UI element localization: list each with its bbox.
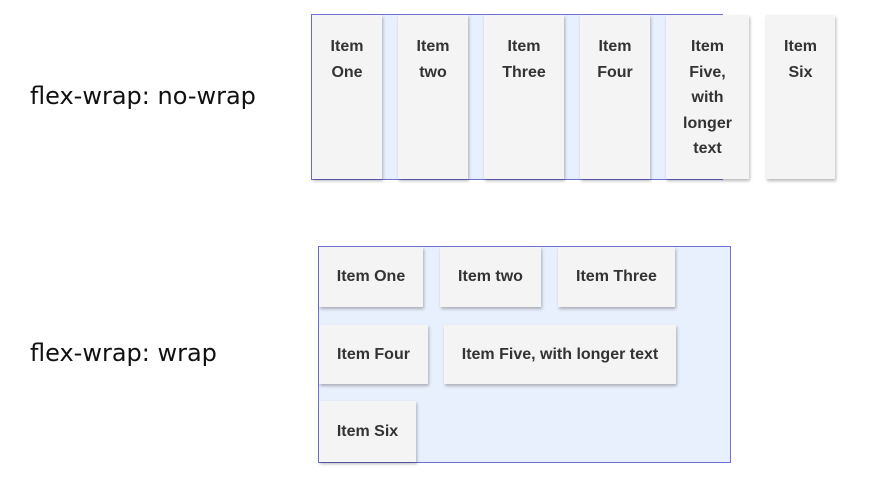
row-label-wrap: flex-wrap: wrap [30,339,217,367]
wrap-item-six: Item Six [319,401,416,462]
item-five-label: Item Five, with longer text [461,345,659,363]
no-wrap-item-five: Item Five, with longer text [666,15,749,179]
no-wrap-item-four: Item Four [580,15,650,179]
item-five-label: Item Five, with longer text [683,38,732,158]
item-two-label: Item two [458,268,523,285]
no-wrap-item-six: Item Six [766,15,835,179]
wrap-item-four: Item Four [319,325,428,384]
wrap-item-two: Item two [440,247,541,307]
row-label-no-wrap: flex-wrap: no-wrap [30,82,256,110]
item-one-label: Item One [330,38,364,81]
item-four-label: Item Four [337,345,410,363]
no-wrap-item-one: Item One [312,15,382,179]
item-two-label: Item two [416,38,450,81]
wrap-item-three: Item Three [558,247,675,307]
item-three-label: Item Three [576,268,657,285]
item-three-label: Item Three [502,38,546,81]
wrap-item-five: Item Five, with longer text [444,325,676,384]
item-six-label: Item Six [784,38,817,81]
wrap-item-one: Item One [319,247,423,307]
item-six-label: Item Six [336,422,399,440]
item-one-label: Item One [336,268,406,285]
no-wrap-item-three: Item Three [484,15,564,179]
no-wrap-item-two: Item two [398,15,468,179]
item-four-label: Item Four [597,38,633,81]
